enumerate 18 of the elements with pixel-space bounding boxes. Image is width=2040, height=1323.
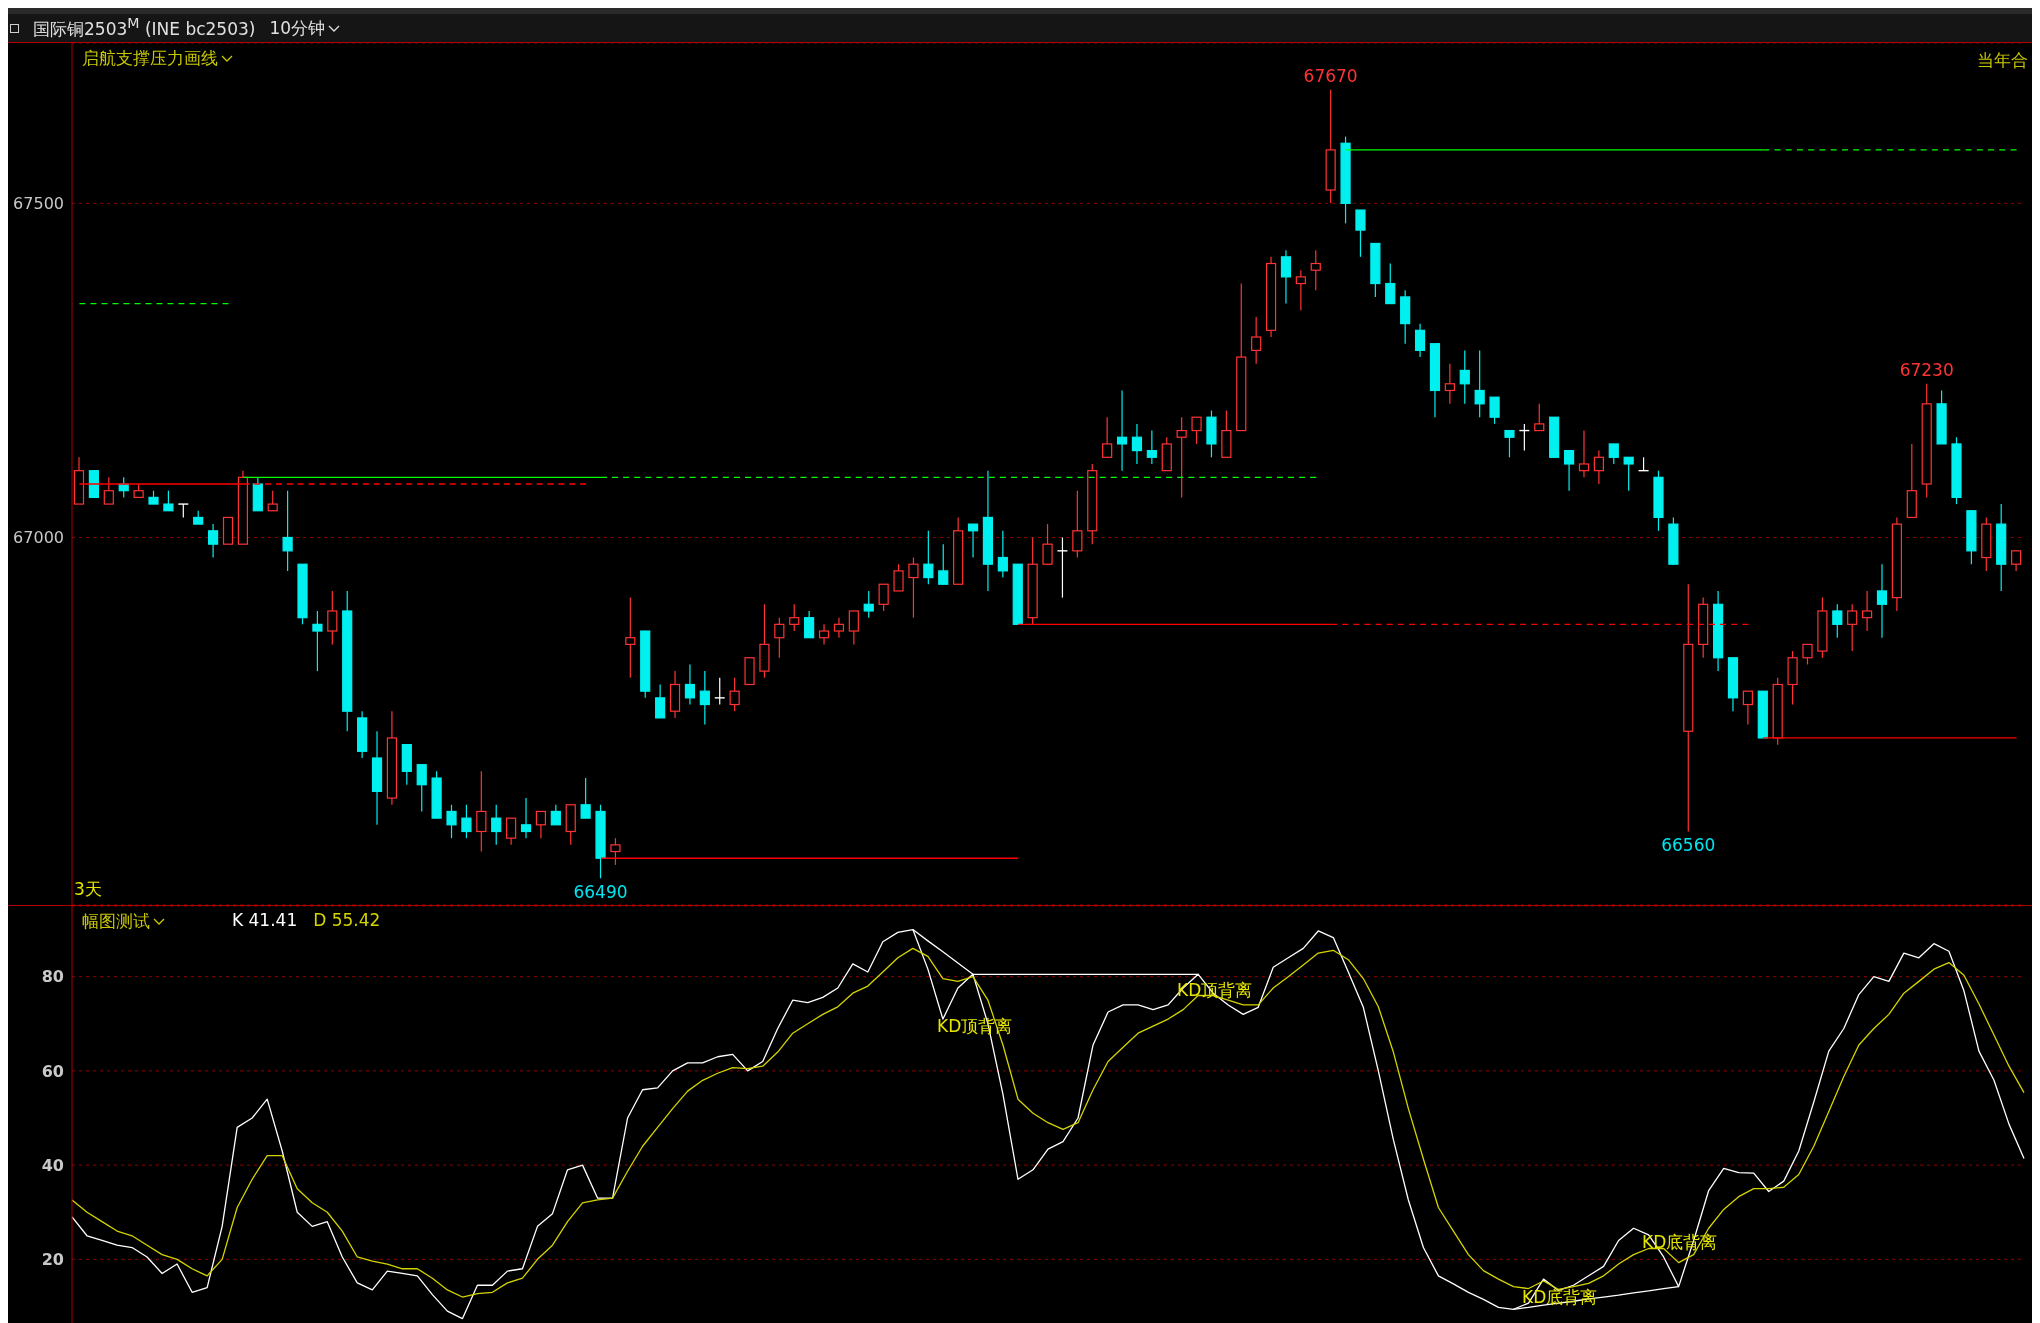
- annotation: 66560: [1661, 835, 1716, 856]
- text: K 41.41: [232, 910, 298, 930]
- annotation: 当年合: [1977, 49, 2028, 72]
- chart-title: 国际铜2503$^{M}$ (INE bc2503): [33, 15, 256, 41]
- annotation: 67670: [1303, 65, 1358, 86]
- y-tick-label: 67500: [13, 194, 64, 214]
- text: 10分钟: [269, 16, 327, 40]
- y-tick-label: 60: [41, 1061, 64, 1081]
- y-tick-label: 20: [41, 1250, 64, 1270]
- chart-title: 幅图测试: [82, 911, 151, 931]
- text: D 55.42: [313, 910, 381, 930]
- y-tick-label: 80: [41, 967, 64, 987]
- annotation: 66490: [573, 882, 628, 903]
- y-tick-label: 40: [41, 1155, 64, 1175]
- annotation: 67230: [1899, 359, 1954, 380]
- chart-subtitle: 启航支撑压力画线: [82, 47, 219, 70]
- annotation: 3天: [74, 878, 102, 901]
- y-tick-label: 67000: [13, 528, 64, 548]
